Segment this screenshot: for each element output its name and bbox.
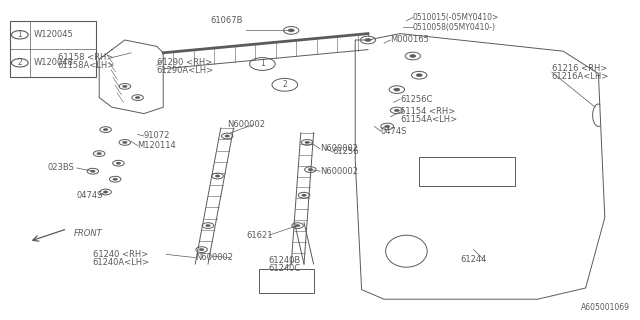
Circle shape [90,170,95,172]
Text: 0474S: 0474S [77,191,103,200]
Text: 61154 <RH>: 61154 <RH> [400,108,455,116]
Text: 0510058(05MY0410-): 0510058(05MY0410-) [413,23,496,32]
Circle shape [295,224,300,227]
Circle shape [97,152,102,155]
Circle shape [308,168,313,171]
Text: 61240C: 61240C [269,264,301,273]
Text: 61216 <RH>: 61216 <RH> [552,64,607,73]
Text: 61290A<LH>: 61290A<LH> [157,66,214,75]
Text: 61158 <RH>: 61158 <RH> [58,53,113,62]
Text: W120048: W120048 [34,58,74,67]
Text: 61067B: 61067B [211,16,243,25]
Circle shape [288,29,294,32]
Text: M000165: M000165 [390,36,429,44]
Text: 61256: 61256 [333,148,359,156]
Text: 1: 1 [260,60,265,68]
Circle shape [103,191,108,193]
Bar [419,157,515,186]
Text: 023BS: 023BS [48,164,75,172]
Text: 61240A<LH>: 61240A<LH> [93,258,150,267]
Text: N600002: N600002 [227,120,265,129]
Circle shape [113,178,118,180]
Circle shape [225,135,230,137]
Text: 61158A<LH>: 61158A<LH> [58,61,115,70]
Circle shape [416,74,422,77]
Circle shape [301,194,307,196]
Bar [10,21,96,77]
Text: M120114: M120114 [138,141,177,150]
Text: 1: 1 [17,30,22,39]
Text: N600002: N600002 [320,144,358,153]
Circle shape [394,109,399,112]
Circle shape [122,141,127,144]
Bar [259,269,314,293]
Text: FRONT: FRONT [74,229,102,238]
Text: 61154A<LH>: 61154A<LH> [400,116,457,124]
Text: 61240 <RH>: 61240 <RH> [93,250,148,259]
Text: 91072: 91072 [144,132,170,140]
Circle shape [365,38,371,42]
Circle shape [215,175,220,177]
Text: 0474S: 0474S [381,127,407,136]
Circle shape [103,128,108,131]
Circle shape [305,141,310,144]
Text: 0510015(-05MY0410>: 0510015(-05MY0410> [413,13,499,22]
Text: W120045: W120045 [34,30,74,39]
Text: N600002: N600002 [195,253,233,262]
Text: 61290 <RH>: 61290 <RH> [157,58,212,67]
Text: 61256C: 61256C [400,95,433,104]
Text: N600002: N600002 [320,167,358,176]
Circle shape [385,125,390,128]
Circle shape [116,162,121,164]
Text: A605001069: A605001069 [581,303,630,312]
Text: 2: 2 [17,58,22,67]
Text: 61216A<LH>: 61216A<LH> [552,72,609,81]
Text: 2: 2 [282,80,287,89]
Text: 61240B: 61240B [269,256,301,265]
Text: 61621: 61621 [246,231,273,240]
Circle shape [122,85,127,88]
Circle shape [199,248,204,251]
Text: 61244: 61244 [461,255,487,264]
Circle shape [205,224,211,227]
Circle shape [410,54,416,58]
Circle shape [394,88,400,91]
Circle shape [135,96,140,99]
